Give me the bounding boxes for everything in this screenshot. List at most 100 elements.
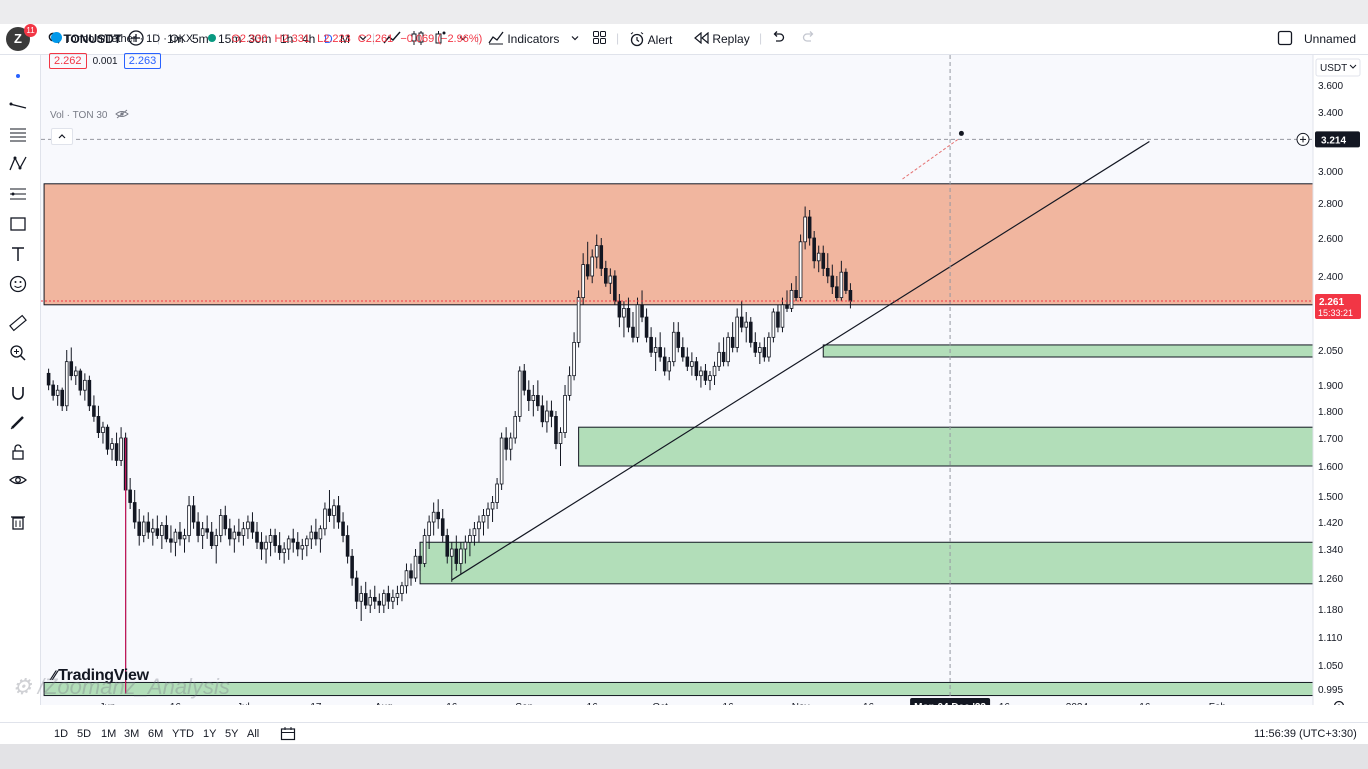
candle-body (187, 505, 191, 536)
eye-hidden-icon[interactable] (115, 109, 130, 119)
candle (314, 518, 318, 546)
candle (617, 294, 622, 328)
range-1m[interactable]: 1M (101, 728, 117, 740)
range-6m[interactable]: 6M (148, 728, 164, 740)
candle-body (169, 538, 173, 543)
candle-body (449, 548, 454, 557)
clock-timezone[interactable]: 11:56:39 (UTC+3:30) (1254, 728, 1357, 740)
fib-icon[interactable] (8, 184, 28, 204)
compare-symbol-button[interactable] (127, 29, 145, 51)
alert-button[interactable]: Alert (629, 31, 672, 48)
time-tick-label: Jul (237, 702, 250, 705)
candle (576, 290, 581, 348)
redo-button[interactable] (802, 30, 816, 48)
range-3m[interactable]: 3M (124, 728, 140, 740)
ask-price[interactable]: 2.263 (123, 53, 162, 69)
currency-selector[interactable] (1315, 58, 1361, 77)
trend-line[interactable] (451, 140, 1150, 581)
candle (717, 342, 721, 371)
interval-1h[interactable]: 1h (280, 32, 294, 46)
candle-body (182, 535, 187, 540)
goto-date-button[interactable] (280, 726, 296, 745)
interval-dropdown[interactable] (358, 31, 368, 47)
price-tick-label: 2.800 (1318, 199, 1343, 210)
bid-price[interactable]: 2.262 (49, 53, 87, 69)
crosshair-dot-icon[interactable] (8, 66, 28, 86)
pattern-icon[interactable] (8, 154, 28, 174)
candle (55, 385, 60, 406)
magnet-icon[interactable] (8, 383, 28, 403)
chart-type-line-button[interactable] (383, 30, 401, 50)
time-axis[interactable]: Jun 16 Jul 17 Aug 16 Sep 16 Oct 16 Nov 16 16 2024 16 Fe… (41, 697, 1344, 705)
candle-body (662, 356, 667, 372)
interval-4h[interactable]: 4h (302, 32, 316, 46)
candle (721, 337, 726, 367)
candle (141, 515, 146, 543)
currency-label[interactable]: USDT (1320, 63, 1347, 74)
replay-button[interactable]: Replay (694, 31, 750, 47)
candle (286, 535, 291, 560)
horizontal-lines-icon[interactable] (8, 125, 28, 145)
layout-checkbox[interactable] (1277, 30, 1293, 50)
ruler-icon[interactable] (8, 313, 28, 333)
demand-zone[interactable] (43, 681, 1314, 697)
trash-icon[interactable] (8, 512, 28, 532)
interval-15m[interactable]: 15m (218, 32, 242, 46)
candle-body (83, 379, 87, 391)
zoom-in-icon[interactable] (8, 343, 28, 363)
price-zones (43, 183, 1314, 697)
candle (250, 512, 255, 539)
settings-gear-icon[interactable] (1334, 700, 1344, 706)
candle-body (608, 275, 613, 284)
range-1y[interactable]: 1Y (203, 728, 217, 740)
interval-d[interactable]: D (324, 32, 333, 46)
settings-gear-icon-center (1337, 704, 1341, 705)
interval-m[interactable]: M (340, 32, 350, 46)
indicators-button[interactable]: Indicators (488, 31, 559, 47)
interval-5m[interactable]: 5m (192, 32, 209, 46)
price-tick-label: 1.800 (1318, 407, 1343, 418)
eye-icon[interactable] (8, 470, 28, 490)
chart-style-dropdown[interactable] (458, 31, 468, 47)
trend-line-icon[interactable] (8, 96, 28, 116)
chart-type-candles-button[interactable] (410, 30, 426, 50)
crosshair-date-label: Mon 04 Dec '23 (914, 702, 986, 705)
text-tool-icon[interactable] (8, 244, 28, 264)
range-all[interactable]: All (247, 728, 260, 740)
interval-30m[interactable]: 30m (248, 32, 272, 46)
supply-zone[interactable] (43, 183, 1314, 306)
candle-body (223, 515, 228, 530)
candle (169, 525, 173, 553)
candle-body (295, 541, 300, 550)
price-chart[interactable]: 3.600 3.400 3.000 2.800 2.600 2.400 2.050 1.900… (41, 55, 1368, 705)
candle (372, 585, 377, 609)
candle-body (572, 341, 576, 377)
candles-icon (411, 31, 424, 45)
candle (758, 342, 762, 364)
range-ytd[interactable]: YTD (172, 728, 194, 740)
range-1d[interactable]: 1D (54, 728, 69, 740)
lock-icon[interactable] (8, 442, 28, 462)
demand-zone[interactable] (419, 541, 1314, 585)
time-tick-label: 17 (310, 702, 322, 705)
indicators-dropdown[interactable] (570, 31, 580, 47)
candle (295, 532, 300, 557)
demand-zone[interactable] (578, 426, 1314, 467)
price-axis[interactable]: 3.600 3.400 3.000 2.800 2.600 2.400 2.050 1.900… (1312, 55, 1368, 705)
chart-style-button[interactable] (433, 30, 447, 50)
emoji-icon[interactable] (8, 274, 28, 294)
range-5y[interactable]: 5Y (225, 728, 239, 740)
interval-1m[interactable]: 1m (167, 32, 184, 46)
collapse-legend-button[interactable] (51, 128, 73, 145)
divider: | (157, 31, 161, 45)
range-5d[interactable]: 5D (77, 728, 92, 740)
time-tick-label: 16 (446, 702, 458, 705)
price-tick-label: 2.600 (1318, 234, 1343, 245)
rectangle-icon[interactable] (8, 214, 28, 234)
layout-name[interactable]: Unnamed (1304, 32, 1357, 46)
pink-trend-segment[interactable] (902, 138, 960, 180)
demand-zone[interactable] (822, 344, 1314, 358)
layout-templates-button[interactable] (592, 30, 607, 49)
undo-button[interactable] (771, 30, 785, 48)
pencil-lock-icon[interactable] (8, 412, 28, 432)
